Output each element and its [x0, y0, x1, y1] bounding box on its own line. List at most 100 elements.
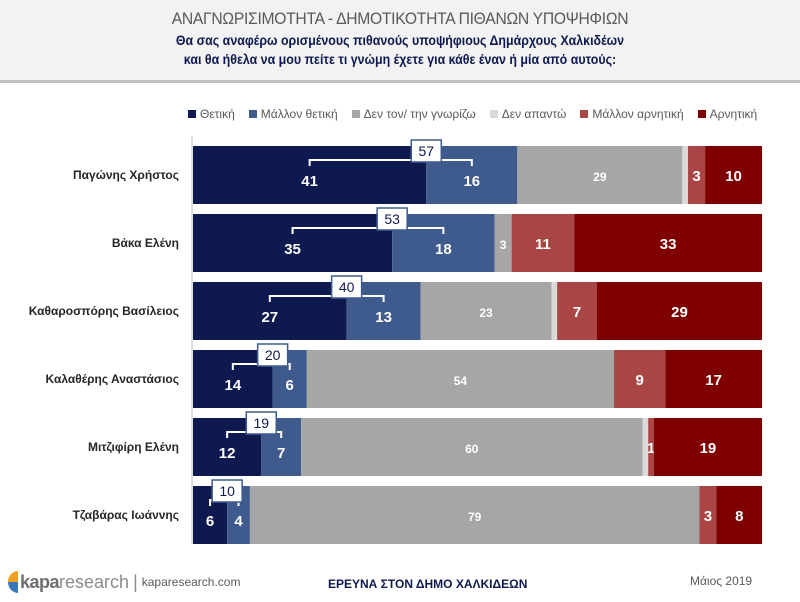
- data-label: 60: [465, 442, 479, 456]
- bar-segment: [642, 418, 649, 476]
- positive-total-label: 57: [419, 143, 435, 159]
- positive-total-label: 19: [253, 415, 269, 431]
- bar-segment: [648, 418, 654, 476]
- legend-swatch: [697, 110, 706, 118]
- data-label: 3: [692, 168, 700, 185]
- legend-item: Δεν τον/ την γνωρίζω: [351, 107, 476, 121]
- bar-segment: [494, 214, 512, 272]
- footer: kapa research | kaparesearch.com ΕΡΕΥΝΑ …: [0, 568, 800, 598]
- category-label: Βάκα Ελένη: [112, 236, 179, 250]
- positive-total-box: [330, 275, 363, 299]
- positive-total-box: [211, 479, 243, 503]
- positive-total-box: [245, 411, 278, 435]
- data-label: 17: [705, 372, 722, 389]
- bar-segment: [249, 486, 700, 544]
- category-label: Καλαθέρης Αναστάσιος: [46, 372, 179, 386]
- legend-swatch: [188, 110, 196, 118]
- data-label: 79: [468, 510, 482, 524]
- legend-item: Αρνητική: [697, 107, 758, 121]
- legend-label: Μάλλον αρνητική: [592, 107, 684, 121]
- logo-mark-icon: [8, 571, 18, 593]
- bar-segment: [596, 282, 762, 340]
- positive-total-box: [376, 207, 408, 231]
- data-label: 13: [375, 309, 392, 326]
- data-label: 33: [660, 236, 677, 253]
- bar-segment: [716, 486, 762, 544]
- positive-total-bracket: [291, 227, 445, 234]
- question-line-1: Θα σας αναφέρω ορισμένους πιθανούς υποψή…: [175, 33, 625, 48]
- legend-swatch: [351, 110, 360, 118]
- data-label: 1: [647, 440, 655, 457]
- bar-segment: [420, 282, 552, 340]
- data-label: 3: [704, 508, 712, 525]
- positive-total-box: [410, 139, 443, 163]
- positive-total-label: 53: [384, 211, 400, 227]
- data-label: 19: [700, 440, 717, 457]
- legend-item: Μάλλον αρνητική: [580, 107, 684, 121]
- survey-date: Μάιος 2019: [690, 574, 753, 588]
- legend-item: Δεν απαντώ: [489, 107, 567, 121]
- category-label: Καθαροσπόρης Βασίλειος: [29, 304, 179, 318]
- positive-total-label: 20: [265, 347, 281, 363]
- positive-total-label: 10: [219, 483, 235, 499]
- page-title: ΑΝΑΓΝΩΡΙΣΙΜΟΤΗΤΑ - ΔΗΜΟΤΙΚΟΤΗΤΑ ΠΙΘΑΝΩΝ …: [171, 9, 629, 28]
- data-label: 4: [234, 513, 243, 530]
- bar-segment: [665, 350, 762, 408]
- bar-segment: [705, 146, 762, 204]
- bar-segment: [699, 486, 717, 544]
- bar-segment: [688, 146, 706, 204]
- legend-swatch: [580, 110, 589, 118]
- bar-segment: [574, 214, 762, 272]
- data-label: 16: [463, 173, 480, 190]
- data-label: 6: [206, 513, 214, 530]
- data-label: 3: [500, 238, 507, 252]
- survey-title: ΕΡΕΥΝΑ ΣΤΟΝ ΔΗΜΟ ΧΑΛΚΙΔΕΩΝ: [328, 577, 528, 591]
- category-label: Μιτζιφίρη Ελένη: [88, 440, 179, 454]
- logo-text-research: research: [59, 571, 130, 592]
- category-label: Παγώνης Χρήστος: [73, 168, 179, 182]
- data-label: 10: [725, 168, 742, 185]
- website-link[interactable]: kaparesearch.com: [141, 575, 241, 589]
- data-label: 7: [277, 445, 285, 462]
- positive-total-bracket: [268, 295, 385, 302]
- legend-swatch: [489, 110, 498, 118]
- data-label: 11: [535, 236, 551, 253]
- data-label: 41: [301, 173, 318, 190]
- data-label: 29: [671, 304, 688, 321]
- bar-segment: [392, 214, 495, 272]
- data-label: 6: [286, 377, 294, 394]
- category-label: Τζαβάρας Ιωάννης: [73, 508, 179, 522]
- data-label: 9: [635, 372, 643, 389]
- positive-total-bracket: [308, 159, 473, 166]
- positive-total-label: 40: [339, 279, 355, 295]
- question-line-2: και θα ήθελα να μου πείτε τι γνώμη έχετε…: [183, 52, 617, 67]
- legend-label: Αρνητική: [709, 107, 758, 121]
- legend-item: Μάλλον θετική: [248, 107, 338, 121]
- bar-segment: [614, 350, 666, 408]
- legend-item: Θετική: [188, 107, 235, 121]
- bar-segment: [557, 282, 597, 340]
- data-label: 14: [224, 377, 241, 394]
- legend-swatch: [248, 110, 257, 118]
- legend-label: Μάλλον θετική: [260, 107, 338, 121]
- bar-segment: [193, 146, 427, 204]
- positive-total-box: [256, 343, 289, 367]
- legend-label: Δεν απαντώ: [501, 107, 567, 121]
- data-label: 23: [479, 306, 493, 320]
- data-label: 35: [284, 241, 301, 258]
- bar-segment: [306, 350, 615, 408]
- bar-segment: [682, 146, 689, 204]
- data-label: 18: [435, 241, 452, 258]
- bar-segment: [517, 146, 683, 204]
- data-label: 27: [261, 309, 278, 326]
- data-label: 8: [735, 508, 743, 525]
- data-label: 12: [219, 445, 236, 462]
- data-label: 29: [593, 170, 607, 184]
- data-label: 54: [454, 374, 468, 388]
- logo-text-kapa: kapa: [20, 571, 60, 592]
- logo-separator: |: [133, 571, 138, 592]
- legend-label: Θετική: [200, 107, 235, 121]
- legend-label: Δεν τον/ την γνωρίζω: [363, 107, 476, 121]
- kapa-research-logo: kapa research | kaparesearch.com: [8, 571, 240, 593]
